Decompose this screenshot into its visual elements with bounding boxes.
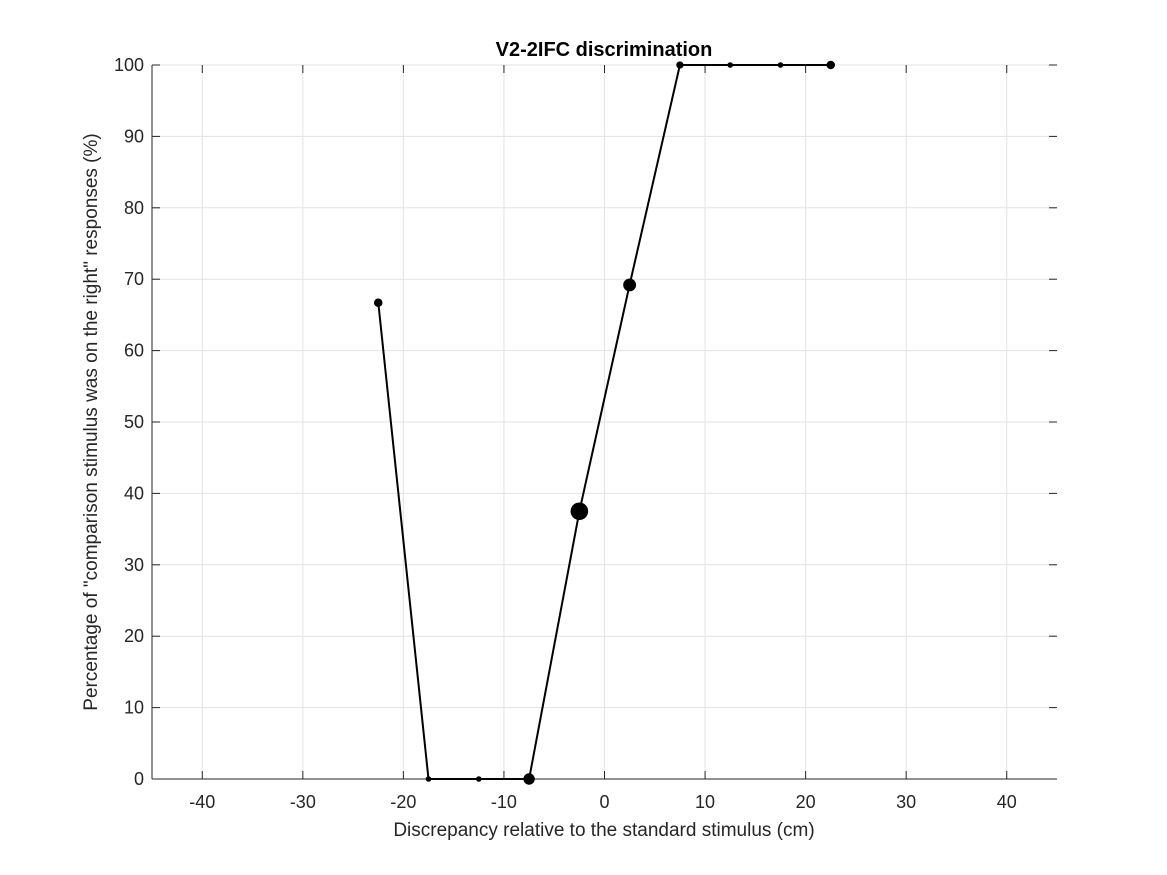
x-tick-label: 10 bbox=[695, 792, 715, 812]
y-tick-label: 70 bbox=[124, 269, 144, 289]
x-tick-label: 20 bbox=[796, 792, 816, 812]
y-tick-labels: 0 10 20 30 40 50 60 70 80 90 100 bbox=[114, 55, 144, 789]
y-tick-label: 50 bbox=[124, 412, 144, 432]
y-tick-label: 20 bbox=[124, 626, 144, 646]
y-tick-label: 30 bbox=[124, 555, 144, 575]
x-tick-label: -40 bbox=[189, 792, 215, 812]
x-tick-label: -30 bbox=[290, 792, 316, 812]
x-tick-label: -10 bbox=[491, 792, 517, 812]
data-point bbox=[373, 298, 383, 308]
x-tick-label: 30 bbox=[896, 792, 916, 812]
y-tick-label: 10 bbox=[124, 698, 144, 718]
data-point bbox=[425, 776, 432, 782]
y-tick-label: 80 bbox=[124, 198, 144, 218]
y-tick-label: 60 bbox=[124, 341, 144, 361]
y-tick-label: 100 bbox=[114, 55, 144, 75]
data-point bbox=[727, 62, 733, 68]
data-point bbox=[826, 60, 836, 70]
data-point bbox=[676, 61, 684, 69]
x-tick-label: -20 bbox=[390, 792, 416, 812]
x-tick-label: 0 bbox=[599, 792, 609, 812]
data-series bbox=[373, 60, 836, 785]
data-point bbox=[523, 773, 535, 785]
y-tick-label: 90 bbox=[124, 126, 144, 146]
axes bbox=[151, 64, 1057, 780]
data-point bbox=[777, 62, 784, 68]
data-point bbox=[623, 278, 637, 292]
y-axis-label: Percentage of "comparison stimulus was o… bbox=[81, 133, 102, 710]
data-point bbox=[476, 776, 482, 782]
chart-title: V2-2IFC discrimination bbox=[496, 39, 713, 61]
x-axis-label: Discrepancy relative to the standard sti… bbox=[393, 820, 814, 841]
y-tick-label: 0 bbox=[134, 769, 144, 789]
x-tick-label: 40 bbox=[997, 792, 1017, 812]
x-tick-labels: -40 -30 -20 -10 0 10 20 30 40 bbox=[189, 792, 1016, 812]
data-point bbox=[570, 502, 589, 521]
series-line bbox=[377, 64, 831, 780]
grid-lines bbox=[152, 64, 1057, 780]
y-tick-label: 40 bbox=[124, 483, 144, 503]
